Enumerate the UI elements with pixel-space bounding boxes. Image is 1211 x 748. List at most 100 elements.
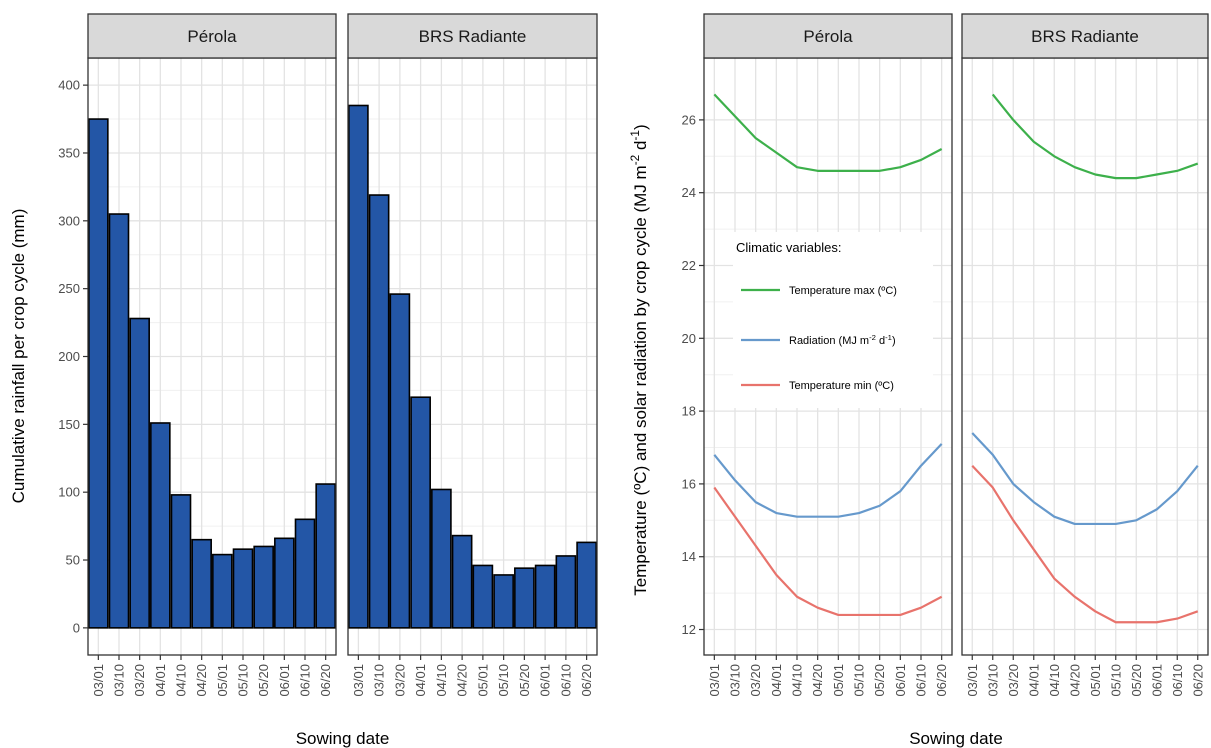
bar-03-01 [348, 104, 369, 629]
legend: Climatic variables: Temperature max (ºC) R… [733, 232, 933, 408]
y-tick-label: 50 [66, 553, 80, 568]
climate-chart: Pérola 03/01 03/10 03/20 04/01 04/10 04/20 05/0… [628, 13, 1209, 748]
facet-label: BRS Radiante [1031, 27, 1139, 46]
x-tick-label: 04/10 [434, 664, 449, 697]
y-tick-label: 22 [682, 258, 696, 273]
x-tick-label: 06/20 [934, 664, 949, 697]
x-tick-label: 06/10 [558, 664, 573, 697]
facet-strip [961, 13, 1209, 59]
x-tick-label: 06/01 [1149, 664, 1164, 697]
x-tick-label: 04/10 [790, 664, 805, 697]
y-tick-label: 250 [58, 281, 80, 296]
series-line-2 [713, 486, 943, 617]
bar-03-01 [88, 118, 109, 629]
series-line-5 [971, 464, 1199, 624]
legend-title: Climatic variables: [736, 240, 841, 255]
bar-04-01 [410, 396, 431, 629]
x-axis-title: Sowing date [296, 729, 390, 748]
y-tick-label: 0 [73, 620, 80, 635]
x-tick-label: 05/10 [496, 664, 511, 697]
y-tick-label: 18 [682, 404, 696, 419]
series-line-0 [713, 93, 943, 172]
y-tick-label: 150 [58, 417, 80, 432]
y-tick-label: 26 [682, 112, 696, 127]
x-tick-label: 04/01 [769, 664, 784, 697]
legend-label: Radiation (MJ m-2 d-1) [789, 333, 896, 348]
bar-04-20 [451, 534, 473, 629]
x-tick-label: 05/10 [236, 664, 251, 697]
legend-label: Temperature min (ºC) [789, 380, 894, 392]
series-line-3 [991, 93, 1199, 180]
x-tick-label: 03/01 [351, 664, 366, 697]
bar-03-10 [108, 213, 130, 629]
y-tick-label: 350 [58, 145, 80, 160]
x-tick-label: 05/20 [517, 664, 532, 697]
bar-06-10 [555, 555, 577, 629]
bar-04-10 [431, 488, 452, 629]
x-tick-label: 06/20 [318, 664, 333, 697]
x-tick-label: 03/10 [112, 664, 127, 697]
y-tick-label: 400 [58, 78, 80, 93]
x-tick-label: 04/20 [1067, 664, 1082, 697]
x-tick-label: 05/01 [1088, 664, 1103, 697]
facet-strip [87, 13, 337, 59]
x-tick-label: 05/10 [852, 664, 867, 697]
bar-04-01 [150, 422, 171, 629]
y-tick-label: 24 [682, 185, 696, 200]
panel-background [962, 58, 1208, 655]
y-tick-label: 14 [682, 549, 696, 564]
panel-1: BRS Radiante 03/01 03/10 03/20 04/01 04/10 04/… [347, 13, 598, 697]
facet-label: BRS Radiante [419, 27, 527, 46]
x-tick-label: 03/01 [965, 664, 980, 697]
x-tick-label: 04/01 [1026, 664, 1041, 697]
x-tick-label: 06/01 [277, 664, 292, 697]
bar-06-01 [534, 564, 556, 629]
x-tick-label: 03/20 [748, 664, 763, 697]
bar-06-10 [294, 518, 316, 629]
bar-03-20 [389, 293, 411, 629]
bar-04-20 [191, 538, 212, 629]
x-tick-label: 03/20 [392, 664, 407, 697]
x-tick-label: 03/10 [372, 664, 387, 697]
bar-03-20 [129, 317, 150, 629]
series-line-4 [971, 432, 1199, 526]
x-axis-title: Sowing date [909, 729, 1003, 748]
x-tick-label: 03/01 [707, 664, 722, 697]
bar-04-10 [170, 494, 192, 629]
x-tick-label: 04/01 [413, 664, 428, 697]
x-tick-label: 04/10 [174, 664, 189, 697]
x-tick-label: 03/20 [1006, 664, 1021, 697]
bar-05-01 [472, 564, 494, 629]
facet-strip [703, 13, 953, 59]
x-tick-label: 06/01 [538, 664, 553, 697]
series-line-1 [713, 443, 943, 518]
x-tick-label: 04/20 [194, 664, 209, 697]
panel-1: BRS Radiante 03/01 03/10 03/20 04/01 04/10 04/… [961, 13, 1209, 697]
x-tick-label: 05/01 [831, 664, 846, 697]
x-tick-label: 03/10 [728, 664, 743, 697]
x-tick-label: 03/20 [132, 664, 147, 697]
bar-05-20 [253, 545, 274, 629]
rainfall-chart: Pérola 03/01 03/10 03/20 04/01 04/10 04/20 05/0… [9, 13, 598, 748]
x-tick-label: 06/20 [1190, 664, 1205, 697]
x-tick-label: 05/10 [1108, 664, 1123, 697]
bar-05-10 [493, 574, 514, 629]
y-tick-label: 100 [58, 485, 80, 500]
x-tick-label: 05/20 [256, 664, 271, 697]
bar-03-10 [368, 194, 390, 629]
facet-label: Pérola [187, 27, 237, 46]
x-tick-label: 06/20 [579, 664, 594, 697]
x-tick-label: 06/10 [298, 664, 313, 697]
x-tick-label: 06/10 [914, 664, 929, 697]
x-tick-label: 04/20 [455, 664, 470, 697]
y-axis-title: Cumulative rainfall per crop cycle (mm) [9, 209, 28, 504]
facet-strip [347, 13, 598, 59]
y-tick-label: 12 [682, 622, 696, 637]
x-tick-label: 04/20 [810, 664, 825, 697]
bar-05-01 [212, 553, 233, 629]
x-tick-label: 05/01 [475, 664, 490, 697]
x-tick-label: 03/01 [91, 664, 106, 697]
x-tick-label: 06/10 [1170, 664, 1185, 697]
bar-06-20 [576, 541, 597, 629]
